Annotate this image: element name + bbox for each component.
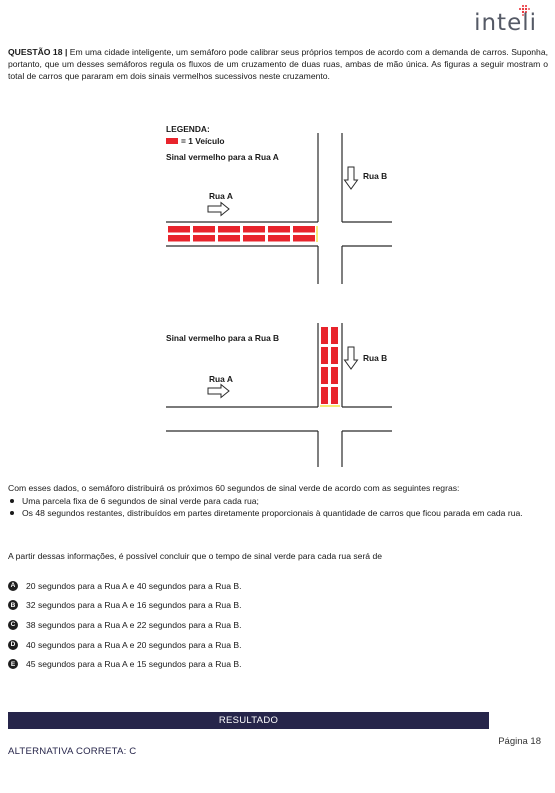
car xyxy=(331,347,338,364)
car xyxy=(321,367,328,384)
option-letter-badge: E xyxy=(8,659,18,670)
panel2-label-rua-b: Rua B xyxy=(363,353,387,363)
rule-item: Uma parcela fixa de 6 segundos de sinal … xyxy=(8,495,548,507)
car xyxy=(293,235,315,242)
result-label: RESULTADO xyxy=(218,715,279,726)
question-statement: QUESTÃO 18 | Em uma cidade inteligente, … xyxy=(8,46,548,83)
car xyxy=(193,235,215,242)
logo-text: inteli xyxy=(474,10,537,36)
legend-car-swatch xyxy=(166,138,178,144)
inteli-logo: inteli xyxy=(447,4,537,44)
panel2-title: Sinal vermelho para a Rua B xyxy=(166,333,279,343)
car xyxy=(293,226,315,233)
option-text: 45 segundos para a Rua A e 15 segundos p… xyxy=(26,659,242,670)
option-d[interactable]: D 40 segundos para a Rua A e 20 segundos… xyxy=(8,635,548,655)
question-label: QUESTÃO 18 | xyxy=(8,47,68,57)
option-text: 38 segundos para a Rua A e 22 segundos p… xyxy=(26,619,242,630)
question-prompt: A partir dessas informações, é possível … xyxy=(8,551,383,561)
car xyxy=(218,226,240,233)
car xyxy=(331,327,338,344)
panel2-car-queue xyxy=(321,327,338,404)
logo-dots-icon xyxy=(519,5,530,16)
option-text: 20 segundos para a Rua A e 40 segundos p… xyxy=(26,580,242,591)
car xyxy=(331,367,338,384)
car xyxy=(268,235,290,242)
panel2-arrow-rua-b-icon xyxy=(343,346,359,370)
panel1-car-queue xyxy=(168,226,315,242)
panel2-streets xyxy=(166,323,392,467)
option-letter-badge: C xyxy=(8,619,18,630)
panel1-arrow-rua-b-icon xyxy=(343,166,359,190)
car xyxy=(268,226,290,233)
car xyxy=(168,235,190,242)
question-text: Em uma cidade inteligente, um semáforo p… xyxy=(8,47,548,82)
panel1-label-rua-b: Rua B xyxy=(363,171,387,181)
option-e[interactable]: E 45 segundos para a Rua A e 15 segundos… xyxy=(8,654,548,674)
car xyxy=(243,226,265,233)
panel1-arrow-rua-a-icon xyxy=(207,201,230,217)
option-a[interactable]: A 20 segundos para a Rua A e 40 segundos… xyxy=(8,576,548,596)
car xyxy=(218,235,240,242)
legend-item: = 1 Veículo xyxy=(181,136,225,146)
option-letter-badge: A xyxy=(8,580,18,591)
panel1-title: Sinal vermelho para a Rua A xyxy=(166,152,279,162)
car xyxy=(331,387,338,404)
car xyxy=(321,327,328,344)
rules-list: Uma parcela fixa de 6 segundos de sinal … xyxy=(8,495,548,520)
page-number: Página 18 xyxy=(498,736,541,747)
panel1-label-rua-a: Rua A xyxy=(209,191,233,201)
answer-options: A 20 segundos para a Rua A e 40 segundos… xyxy=(8,576,548,674)
panel1-streets xyxy=(166,133,392,284)
option-text: 32 segundos para a Rua A e 16 segundos p… xyxy=(26,600,242,611)
legend-title: LEGENDA: xyxy=(166,124,210,134)
car xyxy=(321,347,328,364)
panel2-arrow-rua-a-icon xyxy=(207,383,230,399)
result-bar: RESULTADO xyxy=(8,712,489,729)
option-text: 40 segundos para a Rua A e 20 segundos p… xyxy=(26,639,242,650)
correct-answer: ALTERNATIVA CORRETA: C xyxy=(8,746,137,757)
car xyxy=(321,387,328,404)
option-b[interactable]: B 32 segundos para a Rua A e 16 segundos… xyxy=(8,596,548,616)
option-c[interactable]: C 38 segundos para a Rua A e 22 segundos… xyxy=(8,615,548,635)
option-letter-badge: B xyxy=(8,600,18,611)
option-letter-badge: D xyxy=(8,639,18,650)
panel2-label-rua-a: Rua A xyxy=(209,374,233,384)
car xyxy=(168,226,190,233)
car xyxy=(193,226,215,233)
rule-item: Os 48 segundos restantes, distribuídos e… xyxy=(8,507,548,519)
car xyxy=(243,235,265,242)
intersection-figure: LEGENDA: = 1 Veículo Sinal vermelho para… xyxy=(166,124,392,467)
rules-intro: Com esses dados, o semáforo distribuirá … xyxy=(8,483,460,493)
